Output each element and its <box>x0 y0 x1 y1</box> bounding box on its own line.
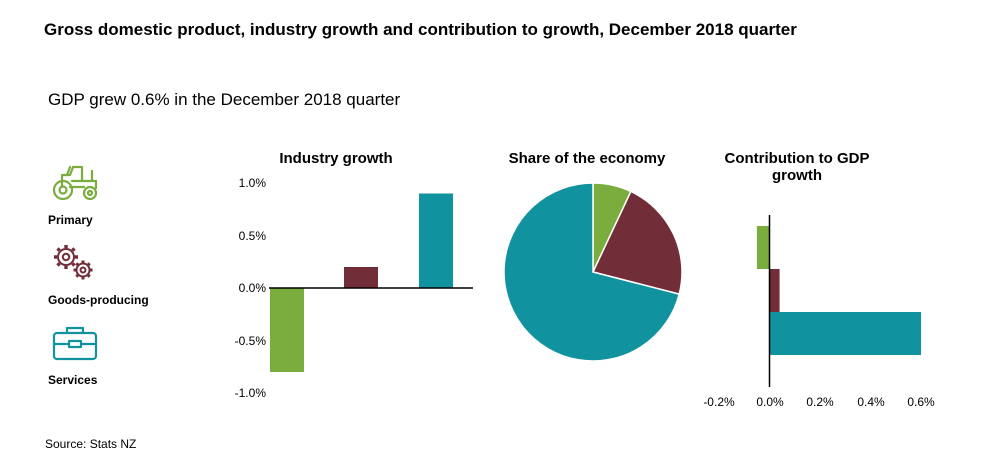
x-tick-label: -0.2% <box>703 395 735 409</box>
headline: GDP grew 0.6% in the December 2018 quart… <box>48 90 401 109</box>
gears-icon <box>54 245 93 280</box>
page-title: Gross domestic product, industry growth … <box>44 20 797 39</box>
legend-label-services: Services <box>48 373 98 387</box>
contribution-title: Contribution to GDP growth <box>724 150 870 184</box>
share-economy-title: Share of the economy <box>508 150 666 167</box>
slice-goods-producing <box>591 190 683 296</box>
contribution-chart: -0.2% 0.0% 0.2% 0.4% 0.6% <box>703 215 935 409</box>
bar-primary <box>756 226 770 269</box>
briefcase-icon <box>52 326 98 361</box>
x-tick-label: 0.2% <box>806 395 834 409</box>
x-tick-label: 0.4% <box>857 395 885 409</box>
bar-goods-producing <box>769 269 780 312</box>
tractor-icon <box>52 165 98 201</box>
y-tick-label: -0.5% <box>235 334 267 348</box>
y-tick-label: 1.0% <box>239 176 267 190</box>
industry-growth-title: Industry growth <box>279 150 393 167</box>
slice-services <box>503 182 681 362</box>
industry-growth-chart: 1.0% 0.5% 0.0% -0.5% -1.0% <box>235 176 473 400</box>
x-tick-label: 0.0% <box>756 395 784 409</box>
y-tick-label: 0.0% <box>239 281 267 295</box>
bar-goods-producing <box>344 267 378 288</box>
legend-label-goods-producing: Goods-producing <box>48 293 149 307</box>
source-note: Source: Stats NZ <box>45 437 137 451</box>
bar-services <box>769 312 921 355</box>
legend-label-primary: Primary <box>48 213 93 227</box>
bar-services <box>419 193 453 288</box>
y-tick-label: -1.0% <box>235 386 267 400</box>
x-tick-label: 0.6% <box>907 395 935 409</box>
bar-primary <box>270 288 304 372</box>
share-economy-chart <box>503 182 683 362</box>
y-tick-label: 0.5% <box>239 229 267 243</box>
